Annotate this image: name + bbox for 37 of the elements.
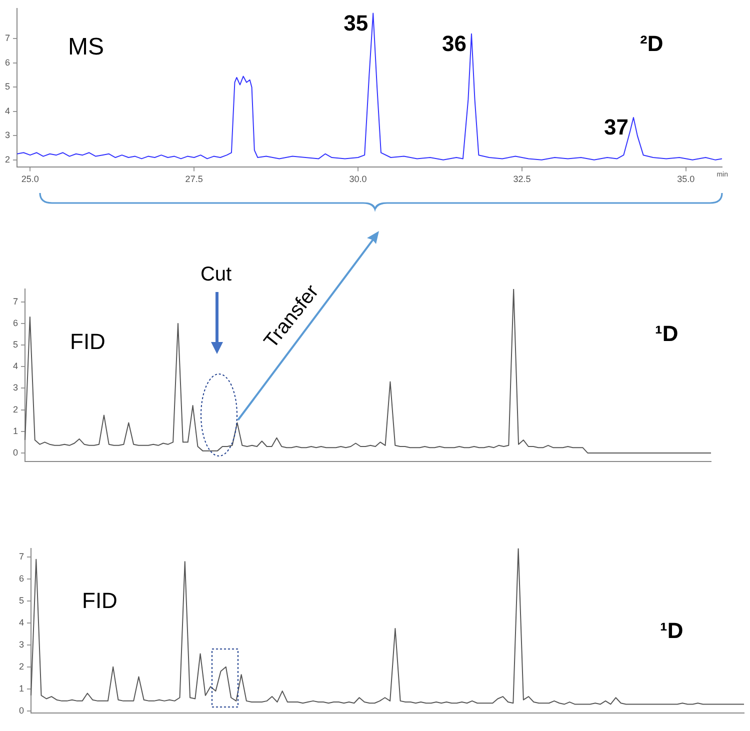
y-tick-label: 0	[18, 705, 24, 716]
annotation: MS	[68, 34, 104, 61]
y-tick-label: 5	[12, 340, 18, 350]
annotation: FID	[70, 329, 106, 354]
y-tick-label: 3	[12, 382, 18, 393]
y-tick-label: 6	[18, 574, 24, 584]
y-tick-label: 6	[4, 57, 10, 68]
x-tick-label: 30.0	[349, 174, 367, 184]
y-tick-label: 2	[12, 404, 18, 414]
annotation: 36	[442, 30, 466, 56]
y-tick-label: 4	[4, 106, 10, 116]
x-tick-label: 32.5	[513, 174, 531, 184]
y-tick-label: 1	[12, 426, 18, 436]
y-tick-label: 7	[12, 296, 18, 306]
y-tick-label: 4	[12, 361, 18, 372]
y-tick-label: 4	[18, 618, 24, 628]
annotation: FID	[82, 588, 118, 614]
y-tick-label: 5	[4, 82, 10, 92]
x-tick-label: 35.0	[677, 174, 695, 184]
annotation: 35	[344, 10, 368, 36]
annotation: ²D	[640, 31, 664, 56]
annotation: ¹D	[660, 618, 684, 644]
text: Cut	[200, 264, 232, 286]
y-tick-label: 1	[18, 683, 24, 694]
y-tick-label: 5	[18, 596, 24, 606]
y-tick-label: 0	[12, 447, 18, 458]
y-tick-label: 6	[12, 318, 18, 328]
x-tick-label: 27.5	[185, 174, 203, 184]
y-tick-label: 2	[4, 154, 10, 164]
annotation: ¹D	[655, 321, 678, 346]
y-tick-label: 3	[4, 130, 10, 140]
y-tick-label: 2	[18, 661, 24, 672]
y-tick-label: 7	[4, 33, 10, 44]
y-tick-label: 7	[18, 552, 24, 562]
annotation: 37	[604, 114, 628, 140]
y-tick-label: 3	[18, 639, 24, 650]
x-tick-label: 25.0	[21, 174, 39, 184]
